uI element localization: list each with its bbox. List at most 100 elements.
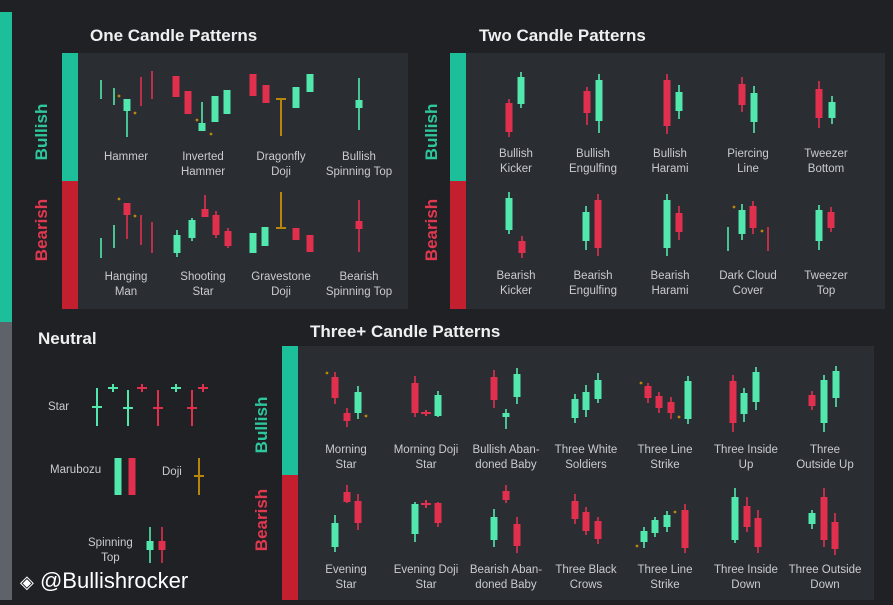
pattern-label: Three Outside Down — [785, 563, 865, 593]
pattern-label-line1: Bullish Aban- — [472, 444, 540, 456]
price-gap-dot — [195, 118, 199, 122]
pattern-three-black-crows: Three Black Crows — [546, 485, 626, 605]
price-gap-dot — [677, 415, 681, 419]
red-candle — [681, 504, 689, 553]
red-candle — [343, 408, 351, 427]
price-gap-dot — [133, 111, 137, 115]
green-candle — [684, 376, 692, 424]
pattern-label-line1: Bearish — [339, 271, 379, 283]
watermark-logo-icon: ◈ — [20, 572, 34, 592]
pattern-label-line2: Strike — [650, 459, 680, 471]
green-candle — [502, 409, 510, 429]
pattern-candles — [249, 74, 314, 136]
green-candle — [750, 86, 758, 133]
green-candle — [261, 227, 269, 246]
price-gap-dot — [325, 371, 329, 375]
pattern-label-line1: Three Black — [555, 564, 617, 576]
pattern-candles — [639, 376, 692, 424]
red-candle — [128, 458, 136, 495]
green-candle — [582, 206, 590, 250]
green-candle — [123, 99, 131, 137]
red-candle — [212, 211, 220, 238]
pattern-label-line1: Shooting — [180, 271, 226, 283]
pattern-label: Bearish Kicker — [476, 269, 556, 299]
green-candle — [355, 78, 363, 130]
pattern-label-line1: Hammer — [103, 151, 149, 163]
pattern-label-line1: Gravestone — [251, 271, 311, 283]
price-gap-dot — [673, 510, 677, 514]
pattern-candles — [815, 81, 836, 128]
pattern-bullish-spinning-top: Bullish Spinning Top — [319, 68, 399, 188]
pattern-label-line1: Bullish — [499, 148, 533, 160]
pattern-label-line1: Morning Doji — [393, 444, 459, 456]
pattern-label-line2: Star — [335, 579, 357, 591]
green-candle — [292, 87, 300, 108]
left-accent-bar-neutral — [0, 322, 12, 600]
green-candle — [146, 527, 154, 563]
one-candle-title: One Candle Patterns — [90, 26, 258, 45]
two-candle-bearish-bar — [450, 181, 466, 309]
marubozu-label: Marubozu — [50, 464, 102, 476]
pattern-candles — [355, 78, 363, 130]
three-candle-bearish-label: Bearish — [252, 488, 271, 552]
red-candle — [354, 494, 362, 530]
pattern-candles — [490, 485, 521, 553]
pattern-label: Dark Cloud Cover — [708, 269, 788, 299]
pattern-label-line2: Engulfing — [569, 285, 617, 297]
red-candle — [184, 91, 192, 114]
red-candle — [123, 203, 131, 239]
red-candle — [820, 488, 828, 547]
pattern-label: Bullish Harami — [630, 147, 710, 177]
pattern-candles — [663, 74, 683, 134]
red-candle — [831, 513, 839, 555]
pattern-label-line1: Three Line — [637, 564, 693, 576]
red-candle — [808, 391, 816, 410]
pattern-label: Bearish Harami — [630, 269, 710, 299]
pattern-candles — [505, 192, 526, 258]
green-candle — [595, 74, 603, 133]
red-candle — [571, 494, 579, 524]
pattern-label-line1: Evening — [325, 564, 367, 576]
price-gap-dot — [635, 544, 639, 548]
pattern-label-line1: Tweezer — [804, 148, 848, 160]
price-gap-dot — [133, 214, 137, 218]
watermark: ◈ @Bullishrocker — [20, 568, 188, 595]
pattern-label-line2: Star — [335, 459, 357, 471]
pattern-candles — [411, 500, 442, 542]
pattern-label: Inverted Hammer — [163, 150, 243, 180]
red-candle — [655, 392, 663, 413]
pattern-label-line2: Up — [738, 459, 754, 471]
two-candle-bullish-bar — [450, 53, 466, 181]
pattern-candles — [100, 71, 153, 137]
pattern-dragonfly-doji: Dragonfly Doji — [241, 68, 321, 188]
pattern-candles — [331, 485, 362, 552]
green-candle — [731, 488, 739, 543]
pattern-three-inside-down: Three Inside Down — [706, 485, 786, 605]
pattern-morning-star: Morning Star — [306, 365, 386, 485]
green-candle — [331, 515, 339, 552]
pattern-label: Morning Star — [306, 443, 386, 473]
red-candle — [754, 510, 762, 553]
pattern-candles — [411, 376, 442, 417]
green-candle — [517, 72, 525, 108]
spinning-top-label-line2: Top — [101, 552, 120, 564]
pattern-label-line1: Piercing — [727, 148, 769, 160]
pattern-bullish-engulfing: Bullish Engulfing — [553, 68, 633, 188]
green-candle — [249, 233, 257, 253]
pattern-candles — [729, 367, 760, 432]
pattern-candles — [249, 192, 314, 253]
green-candle — [354, 386, 362, 419]
pattern-label: Hammer — [86, 150, 166, 165]
pattern-label: Bearish Engulfing — [553, 269, 633, 299]
red-candle — [675, 206, 683, 240]
pattern-gravestone-doji: Gravestone Doji — [241, 190, 321, 310]
pattern-label: Bearish Aban-doned Baby — [466, 563, 546, 593]
pattern-label: Three Line Strike — [625, 563, 705, 593]
pattern-three-inside-up: Three Inside Up — [706, 365, 786, 485]
red-candle — [518, 236, 526, 258]
red-candle — [292, 228, 300, 240]
pattern-label: Tweezer Bottom — [786, 147, 866, 177]
pattern-candles — [100, 197, 153, 258]
pattern-label-line2: doned Baby — [475, 459, 537, 471]
pattern-inverted-hammer: Inverted Hammer — [163, 68, 243, 188]
